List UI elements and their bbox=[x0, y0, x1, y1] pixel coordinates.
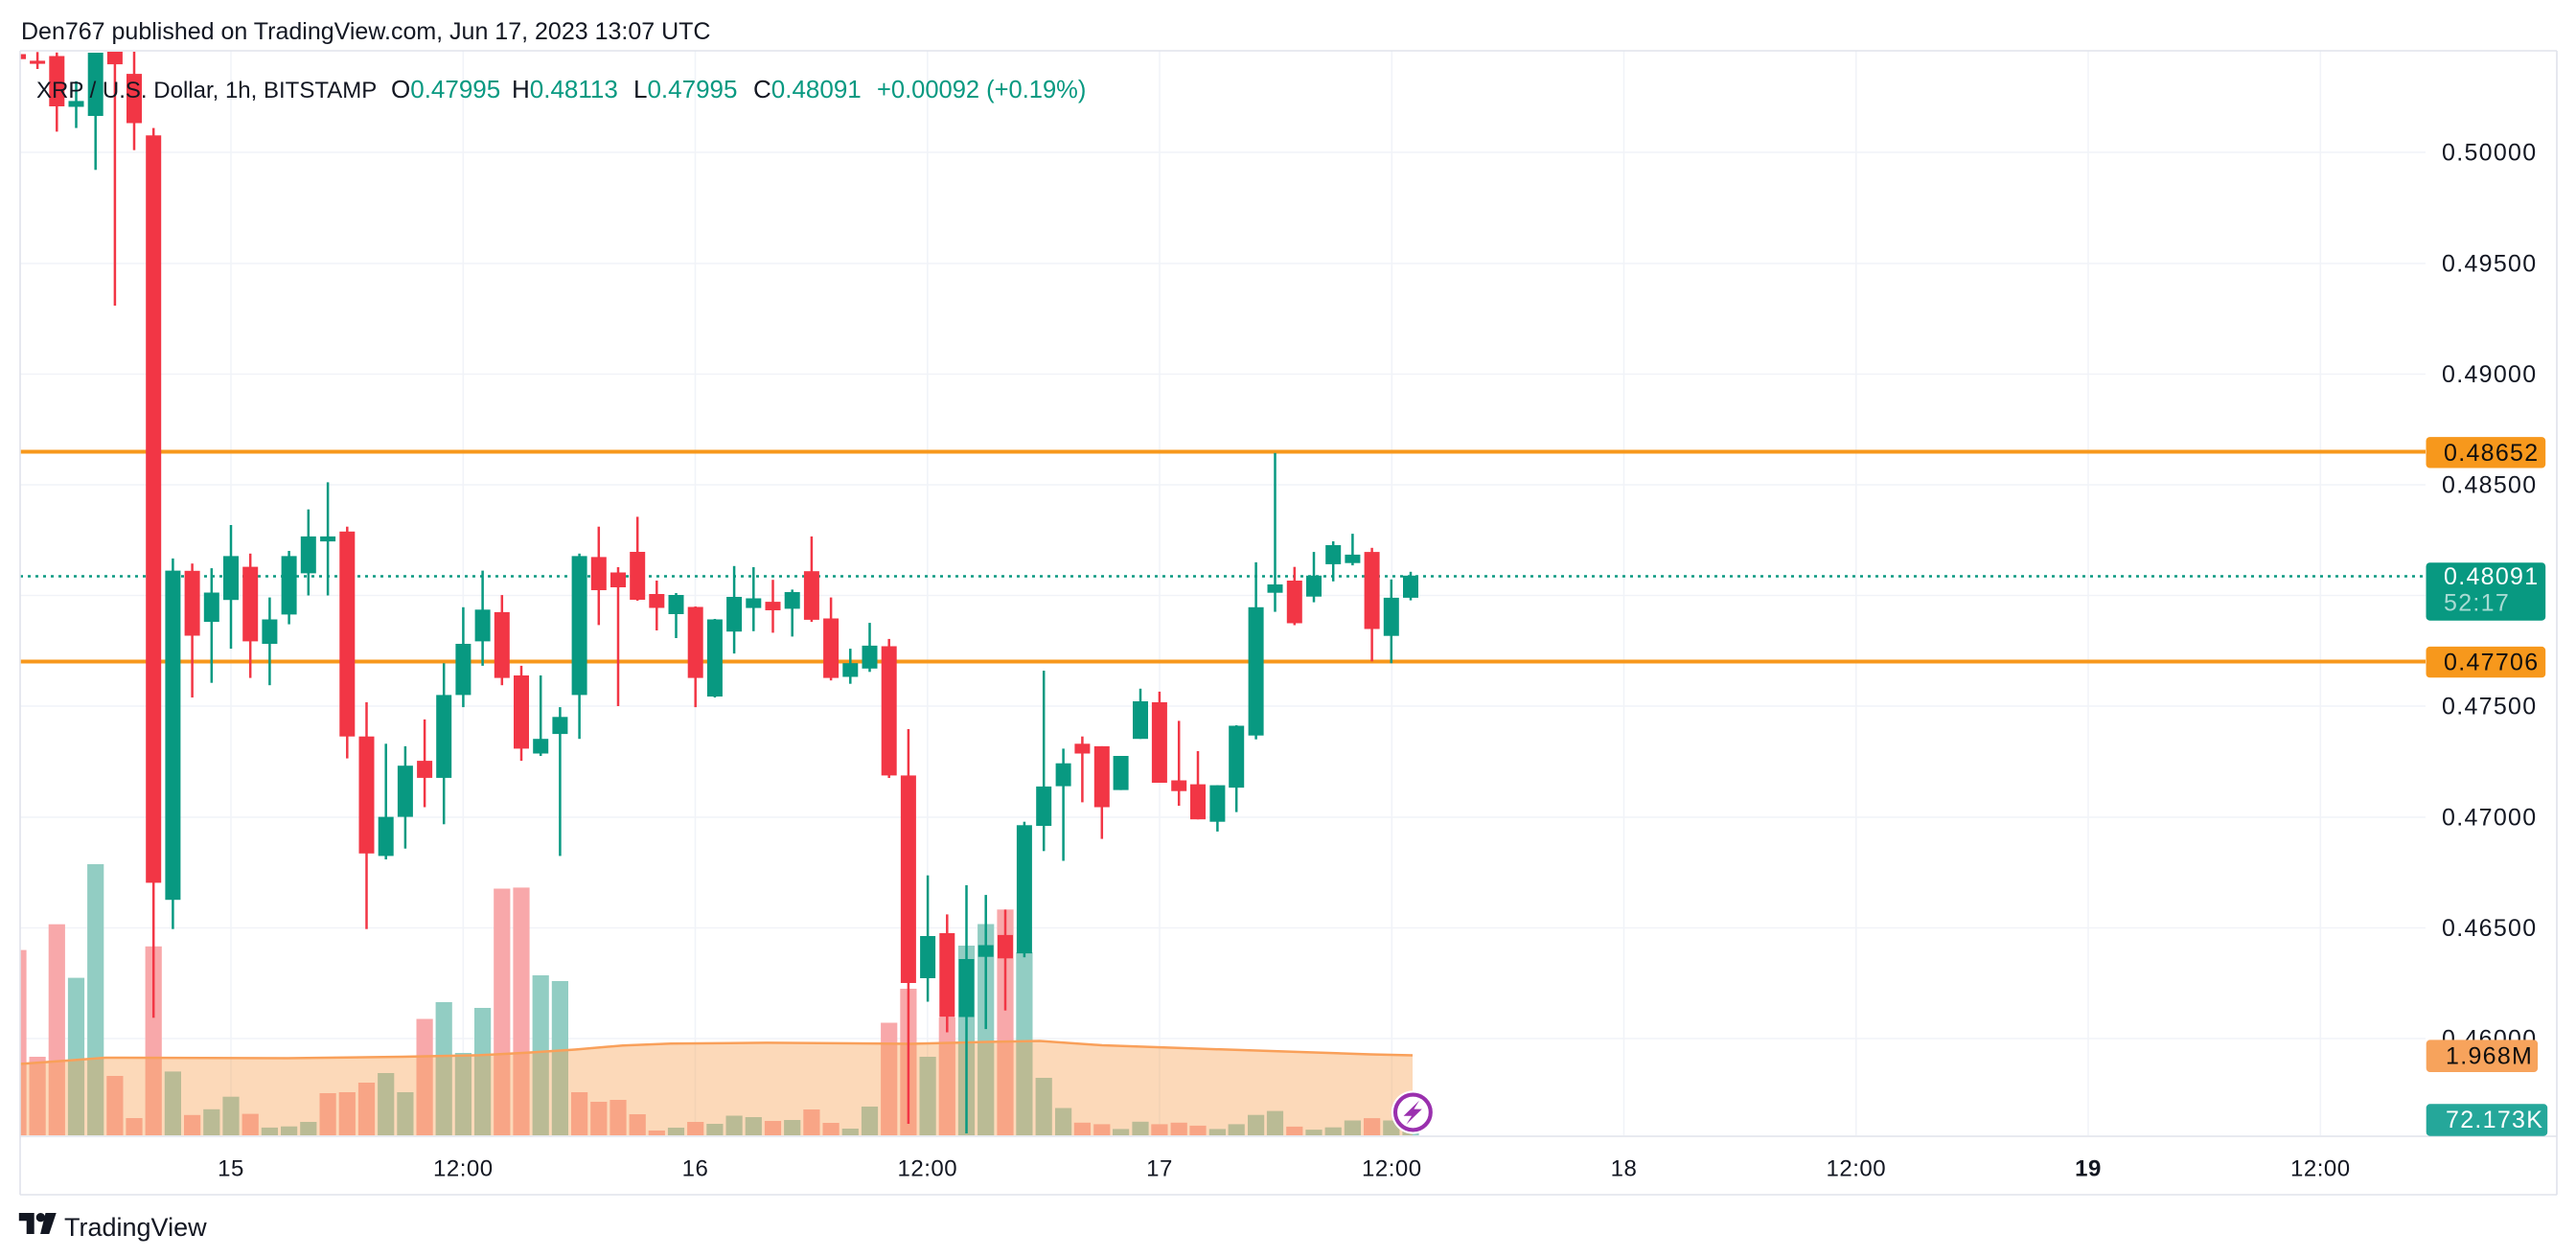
svg-text:0.46500: 0.46500 bbox=[2442, 915, 2537, 942]
svg-text:0.48652: 0.48652 bbox=[2444, 440, 2539, 467]
svg-text:0.48091: 0.48091 bbox=[2444, 563, 2539, 590]
svg-text:0.48500: 0.48500 bbox=[2442, 472, 2537, 499]
svg-text:L0.47995: L0.47995 bbox=[633, 75, 737, 103]
svg-text:12:00: 12:00 bbox=[433, 1156, 494, 1182]
svg-text:O0.47995: O0.47995 bbox=[391, 75, 500, 103]
svg-text:+0.00092 (+0.19%): +0.00092 (+0.19%) bbox=[877, 77, 1086, 103]
svg-text:12:00: 12:00 bbox=[1362, 1156, 1422, 1182]
svg-text:19: 19 bbox=[2075, 1156, 2102, 1182]
svg-text:16: 16 bbox=[682, 1156, 709, 1182]
svg-text:12:00: 12:00 bbox=[1827, 1156, 1887, 1182]
svg-text:0.47500: 0.47500 bbox=[2442, 694, 2537, 720]
svg-text:0.47000: 0.47000 bbox=[2442, 805, 2537, 832]
svg-text:72.173K: 72.173K bbox=[2446, 1107, 2543, 1133]
svg-text:52:17: 52:17 bbox=[2444, 590, 2510, 617]
svg-text:12:00: 12:00 bbox=[2290, 1156, 2351, 1182]
svg-text:12:00: 12:00 bbox=[898, 1156, 958, 1182]
svg-text:XRP / U.S. Dollar, 1h, BITSTAM: XRP / U.S. Dollar, 1h, BITSTAMP bbox=[36, 78, 377, 103]
svg-text:1.968M: 1.968M bbox=[2446, 1043, 2533, 1070]
svg-text:TradingView: TradingView bbox=[64, 1213, 207, 1242]
svg-text:H0.48113: H0.48113 bbox=[512, 75, 618, 103]
svg-text:0.50000: 0.50000 bbox=[2442, 140, 2537, 167]
svg-text:C0.48091: C0.48091 bbox=[753, 75, 862, 103]
svg-text:0.49000: 0.49000 bbox=[2442, 361, 2537, 388]
svg-text:17: 17 bbox=[1146, 1156, 1173, 1182]
svg-text:15: 15 bbox=[218, 1156, 244, 1182]
svg-text:0.49500: 0.49500 bbox=[2442, 251, 2537, 278]
svg-text:0.47706: 0.47706 bbox=[2444, 650, 2539, 676]
svg-text:Den767 published on TradingVie: Den767 published on TradingView.com, Jun… bbox=[21, 18, 710, 45]
svg-text:18: 18 bbox=[1611, 1156, 1638, 1182]
